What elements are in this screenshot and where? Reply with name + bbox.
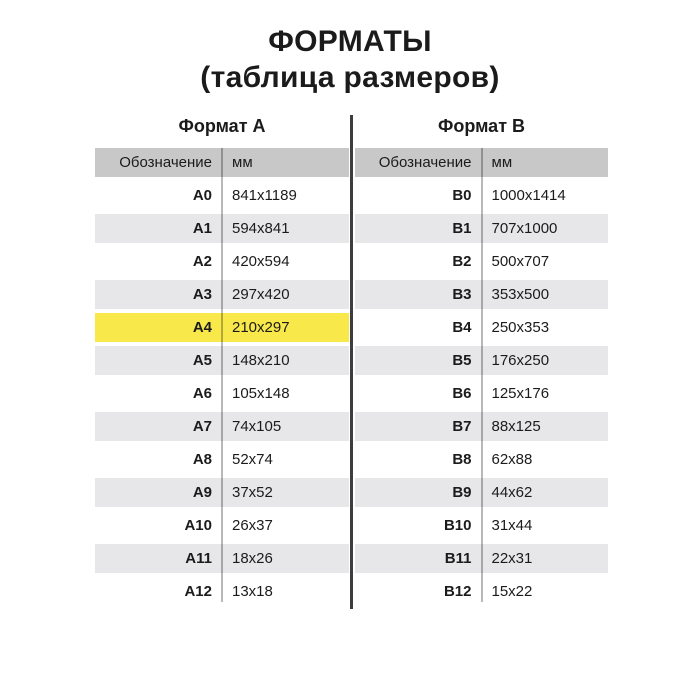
format-size-mm: 18x26 (232, 550, 273, 567)
format-size-mm: 62x88 (491, 451, 533, 468)
table-row-b6: B6 125x176 (355, 379, 608, 408)
table-row-a0: A0 841x1189 (95, 181, 349, 210)
table-row-b10: B10 31x44 (355, 511, 608, 540)
table-row-a5: A5 148x210 (95, 346, 349, 375)
format-b-grid: Обозначение мм B0 1000x1414 B1 707x1000 B2 50… (355, 148, 608, 606)
table-row-a12: A12 13x18 (95, 577, 349, 606)
format-size-mm: 297x420 (232, 286, 290, 303)
format-size-mm: 13x18 (232, 583, 273, 600)
format-size-mm: 22x31 (491, 550, 533, 567)
format-label: A0 (192, 187, 212, 204)
format-label: A4 (192, 319, 212, 336)
mm-column-header: мм (232, 154, 253, 171)
format-label: A5 (192, 352, 212, 369)
designation-column-header: Обозначение (119, 154, 212, 171)
table-row-b4: B4 250x353 (355, 313, 608, 342)
format-size-mm: 31x44 (491, 517, 533, 534)
format-label: B0 (452, 187, 472, 204)
table-row-b9: B9 44x62 (355, 478, 608, 507)
table-row-b11: B11 22x31 (355, 544, 608, 573)
format-label: A2 (192, 253, 212, 270)
format-label: A6 (192, 385, 212, 402)
table-row-b12: B12 15x22 (355, 577, 608, 606)
format-label: B8 (452, 451, 472, 468)
format-size-mm: 52x74 (232, 451, 273, 468)
format-a-table: Формат A Обозначение мм A0 841x1189 A1 594x… (95, 115, 349, 610)
table-row-a1: A1 594x841 (95, 214, 349, 243)
format-label: B1 (452, 220, 472, 237)
format-size-mm: 37x52 (232, 484, 273, 501)
table-row-b2: B2 500x707 (355, 247, 608, 276)
format-label: B11 (444, 550, 472, 567)
table-row-b0: B0 1000x1414 (355, 181, 608, 210)
format-size-mm: 841x1189 (232, 187, 297, 204)
title-line-2: (таблица размеров) (200, 61, 500, 94)
table-row-a9: A9 37x52 (95, 478, 349, 507)
format-b-header-row: Обозначение мм (355, 148, 608, 177)
format-label: B6 (452, 385, 472, 402)
format-label: B2 (452, 253, 472, 270)
format-label: B4 (452, 319, 472, 336)
format-size-mm: 420x594 (232, 253, 290, 270)
table-row-b5: B5 176x250 (355, 346, 608, 375)
format-size-mm: 594x841 (232, 220, 290, 237)
format-size-mm: 44x62 (491, 484, 533, 501)
format-size-mm: 74x105 (232, 418, 282, 435)
format-size-mm: 15x22 (491, 583, 533, 600)
format-size-mm: 125x176 (491, 385, 550, 402)
format-size-mm: 148x210 (232, 352, 290, 369)
table-row-b7: B7 88x125 (355, 412, 608, 441)
format-size-mm: 707x1000 (491, 220, 558, 237)
mm-column-header: мм (491, 154, 513, 171)
table-row-a4: A4 210x297 (95, 313, 349, 342)
format-label: A3 (192, 286, 212, 303)
title-line-1: ФОРМАТЫ (268, 25, 432, 58)
table-row-b3: B3 353x500 (355, 280, 608, 309)
format-label: A10 (184, 517, 212, 534)
table-row-a10: A10 26x37 (95, 511, 349, 540)
format-label: B10 (443, 517, 472, 534)
format-size-mm: 1000x1414 (491, 187, 566, 204)
center-divider-line (350, 115, 353, 609)
format-size-mm: 250x353 (491, 319, 550, 336)
format-size-mm: 88x125 (491, 418, 541, 435)
format-a-heading: Формат A (178, 116, 266, 136)
page-title: ФОРМАТЫ (таблица размеров) (0, 24, 700, 96)
format-b-heading: Формат B (437, 116, 526, 136)
format-label: B9 (452, 484, 472, 501)
table-row-b8: B8 62x88 (355, 445, 608, 474)
format-label: B7 (452, 418, 472, 435)
table-row-a8: A8 52x74 (95, 445, 349, 474)
format-label: A9 (192, 484, 212, 501)
format-a-grid: Обозначение мм A0 841x1189 A1 594x841 A2 420x… (95, 148, 349, 606)
designation-column-header: Обозначение (378, 154, 472, 171)
format-size-mm: 105x148 (232, 385, 290, 402)
format-label: B12 (443, 583, 472, 600)
table-row-a3: A3 297x420 (95, 280, 349, 309)
table-row-b1: B1 707x1000 (355, 214, 608, 243)
table-row-a11: A11 18x26 (95, 544, 349, 573)
format-label: B5 (452, 352, 472, 369)
format-b-table: Формат B Обозначение мм B0 1000x1414 B1 707… (355, 115, 608, 610)
format-size-mm: 176x250 (491, 352, 550, 369)
format-size-mm: 26x37 (232, 517, 273, 534)
format-size-mm: 210x297 (232, 319, 290, 336)
format-label: A7 (192, 418, 212, 435)
table-row-a6: A6 105x148 (95, 379, 349, 408)
table-row-a2: A2 420x594 (95, 247, 349, 276)
format-label: A11 (185, 550, 212, 567)
format-a-header-row: Обозначение мм (95, 148, 349, 177)
format-size-mm: 353x500 (491, 286, 550, 303)
format-label: A12 (184, 583, 212, 600)
format-label: A1 (192, 220, 212, 237)
format-label: A8 (192, 451, 212, 468)
format-size-mm: 500x707 (491, 253, 550, 270)
table-row-a7: A7 74x105 (95, 412, 349, 441)
format-label: B3 (452, 286, 472, 303)
